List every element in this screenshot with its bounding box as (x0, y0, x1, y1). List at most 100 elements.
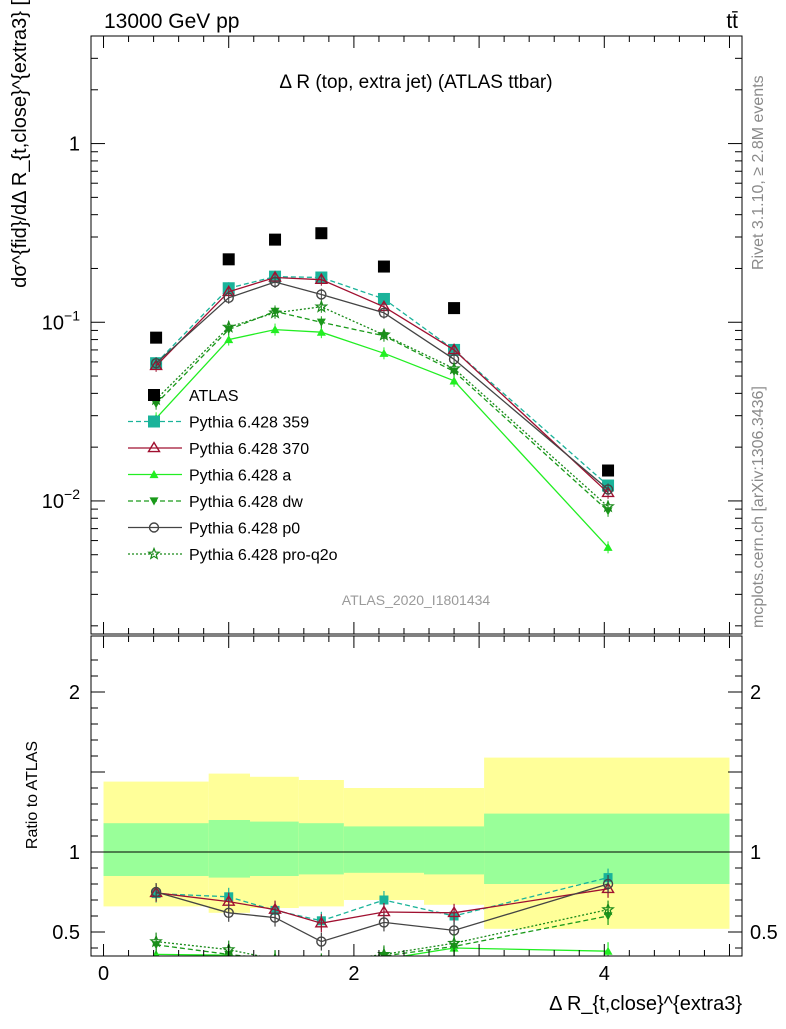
data-point (315, 227, 328, 240)
data-point (268, 305, 282, 319)
y-tick-label: 10−1 (42, 307, 80, 334)
ratio-point (223, 907, 234, 918)
data-point (601, 499, 615, 513)
legend-label: Pythia 6.428 p0 (189, 521, 300, 538)
ratio-point (269, 912, 281, 923)
data-point (223, 292, 234, 304)
data-point (377, 292, 390, 305)
legend-item: Pythia 6.428 p0 (128, 521, 300, 538)
ratio-y-tick-label-right: 2 (750, 682, 761, 704)
labels: 13000 GeV pp tt̄ ATLAS_2020_I1801434 Rat… (24, 10, 738, 849)
green-band-bin (343, 826, 425, 873)
green-band-bin (484, 813, 730, 884)
ratio-y-tick-label: 2 (69, 682, 80, 704)
data-point (377, 327, 391, 341)
legend-label: Pythia 6.428 pro-q2o (189, 547, 338, 564)
data-point (270, 325, 280, 334)
data-point (316, 289, 327, 300)
data-point (269, 233, 282, 246)
main-frame (90, 35, 743, 635)
ratio-point (603, 946, 613, 955)
ratio-point (316, 936, 327, 947)
ratio-y-tick-label-right: 0.5 (750, 922, 778, 944)
legend-marker (149, 470, 159, 479)
x-tick-label: 4 (599, 963, 610, 985)
data-point (149, 359, 163, 371)
site-label: mcplots.cern.ch [arXiv:1306.3436] (750, 386, 767, 628)
green-band-bin (208, 820, 250, 878)
ratio-line (156, 947, 609, 956)
energy-label: 13000 GeV pp (104, 10, 239, 33)
legend-item: Pythia 6.428 pro-q2o (128, 546, 338, 564)
data-point (314, 272, 329, 285)
ratio-point (314, 916, 329, 928)
data-point (222, 253, 235, 266)
data-point (602, 464, 615, 477)
ratio-point (149, 934, 163, 948)
ratio-point (447, 905, 461, 918)
ratio-y-tick-label: 0.5 (52, 922, 80, 944)
ratio-point (379, 895, 389, 905)
legend-marker (147, 546, 161, 560)
ratio-point (601, 902, 615, 916)
data-point (150, 357, 162, 369)
data-point (316, 318, 326, 327)
process-label: tt̄ (726, 10, 738, 33)
watermark-label: ATLAS_2020_I1801434 (342, 592, 491, 608)
series-line (155, 281, 609, 490)
y-tick-label: 1 (69, 134, 80, 156)
data-point (378, 307, 390, 318)
ratio-point (321, 955, 322, 956)
green-band-bin (249, 821, 299, 876)
x-tick-label: 0 (98, 963, 109, 985)
series-line (155, 328, 609, 548)
green-band-bin (103, 823, 209, 876)
legend-marker (147, 441, 161, 453)
data-point (603, 542, 613, 551)
legend-item: Pythia 6.428 a (128, 468, 291, 485)
data-point (448, 302, 461, 315)
data-point (601, 485, 615, 498)
legend-item: Pythia 6.428 370 (128, 441, 309, 458)
green-band-bin (298, 823, 344, 875)
ratio-point (317, 960, 326, 968)
ratio-point (150, 886, 162, 898)
data-point (314, 299, 329, 313)
ratio-point (270, 955, 280, 956)
x-axis-label: Δ R_{t,close}^{extra3} (549, 993, 742, 1015)
ratio-panel (91, 757, 742, 971)
legend-marker (148, 389, 160, 401)
legend-label: Pythia 6.428 359 (189, 415, 309, 432)
green-band-bin (424, 826, 485, 875)
ratio-point (317, 963, 326, 971)
x-tick-label: 2 (348, 963, 359, 985)
data-point (316, 327, 326, 336)
data-point (447, 361, 461, 375)
legend-label: ATLAS (189, 388, 239, 405)
legend-marker (148, 415, 160, 428)
legend-marker (148, 522, 160, 533)
legend: ATLAS Pythia 6.428 359 Pythia 6.428 370 Pyt… (128, 388, 338, 564)
data-point (377, 260, 390, 273)
frames: 0 2 4 Δ R_{t,close}^{extra3} 10−2 10−1 1 0.5 0.5… (42, 35, 778, 1015)
legend-item: ATLAS (148, 388, 239, 405)
legend-item: Pythia 6.428 359 (128, 415, 309, 432)
data-point (269, 276, 281, 288)
ratio-point (377, 947, 391, 956)
ratio-frame (90, 635, 743, 957)
chart-title: Δ R (top, extra jet) (ATLAS ttbar) (279, 72, 552, 93)
ratio-y-tick-label-right: 1 (750, 842, 761, 864)
ratio-point (378, 917, 390, 928)
main-y-label: dσ^{fid}/dΔ R_{t,close}^{extra3} [pb] (9, 0, 31, 288)
ratio-y-label: Ratio to ATLAS (24, 741, 41, 849)
data-point (221, 319, 236, 333)
legend-marker (149, 497, 159, 506)
legend-item: Pythia 6.428 dw (128, 494, 303, 511)
uncertainty-bands (103, 757, 730, 929)
ratio-point (602, 878, 614, 890)
ratio-y-tick-label: 1 (69, 842, 80, 864)
ratio-point (447, 935, 461, 949)
data-point (224, 335, 234, 344)
y-tick-label: 10−2 (42, 486, 80, 513)
